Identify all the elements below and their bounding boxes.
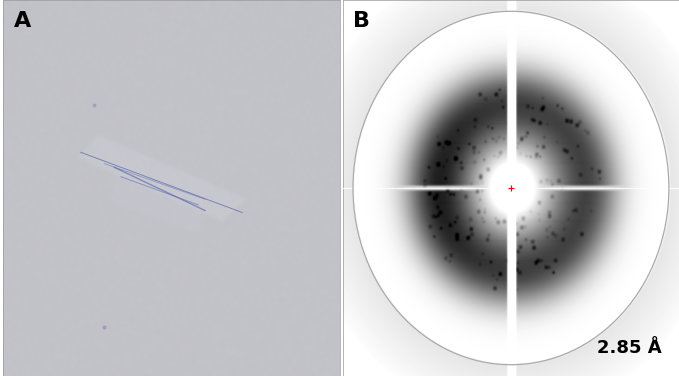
Text: A: A xyxy=(14,11,31,31)
Text: B: B xyxy=(353,11,370,31)
Text: 2.85 Å: 2.85 Å xyxy=(598,339,662,357)
